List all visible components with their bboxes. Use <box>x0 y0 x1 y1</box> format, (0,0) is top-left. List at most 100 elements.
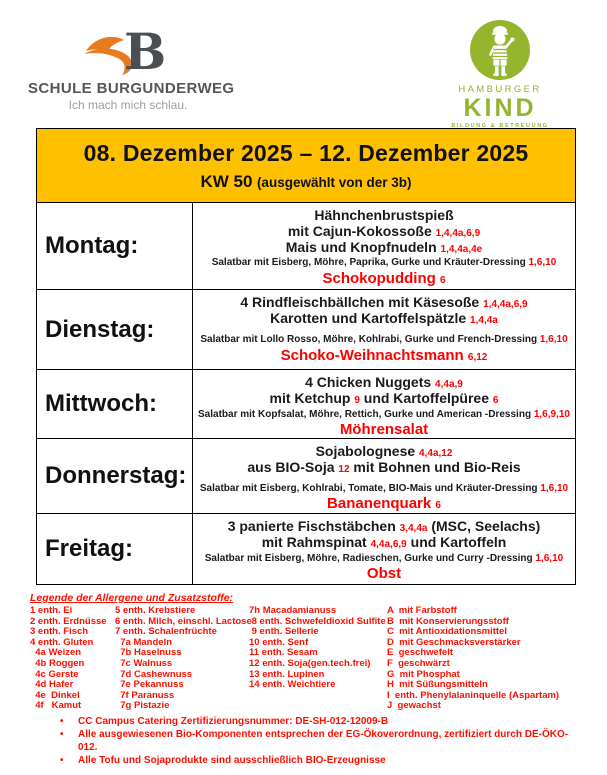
meal-text: Salatbar mit Lollo Rosso, Möhre, Kohlrab… <box>200 333 540 345</box>
meal-text: Sojabolognese <box>315 443 420 459</box>
legend-item: 7b Haselnuss <box>115 647 182 659</box>
meal-text: 3 panierte Fischstäbchen <box>227 518 400 534</box>
meal-text: Obst <box>366 564 402 582</box>
footnote-item: • Alle Tofu und Sojaprodukte sind ausschl… <box>36 754 581 767</box>
legend-item: 12 enth. Soja(gen.tech.frei) <box>249 657 371 669</box>
meal-cell: 3 panierte Fischstäbchen 3,4,4a (MSC, Se… <box>193 514 575 584</box>
kind-mascot-icon <box>470 20 530 80</box>
allergen-codes: 1,4,4a <box>470 314 498 326</box>
provider-logo: HAMBURGER KIND BILDUNG & BETREUUNG <box>441 20 559 129</box>
bullet-icon: • <box>60 755 64 766</box>
meal-text: mit Rahmspinat <box>261 533 371 550</box>
legend-item: 7e Pekannuss <box>115 679 184 691</box>
week-line: KW 50 (ausgewählt von der 3b) <box>201 172 412 192</box>
meal-text: mit Bohnen und Bio-Reis <box>349 458 521 475</box>
meal-text: und Kartoffeln <box>406 533 507 550</box>
allergen-codes: 1,4,4a,4e <box>440 243 483 255</box>
allergen-codes: 12 <box>338 463 350 475</box>
allergen-codes: 1,4,4a,6,9 <box>435 227 481 239</box>
menu-day-row: Freitag: 3 panierte Fischstäbchen 3,4,4a … <box>37 514 575 584</box>
salad-line: Salatbar mit Kopfsalat, Möhre, Rettich, … <box>197 409 571 420</box>
legend-item: 10 enth. Senf <box>249 636 309 648</box>
school-logo: B SCHULE BURGUNDERWEG Ich mach mich schl… <box>28 24 234 112</box>
meal-text: 4 Chicken Nuggets <box>305 374 436 390</box>
dessert-line: Bananenquark 6 <box>197 495 571 513</box>
day-label: Dienstag: <box>37 290 193 369</box>
main-line: Sojabolognese 4,4a,12 <box>197 443 571 460</box>
main-line: mit Cajun-Kokossoße 1,4,4a,6,9 <box>197 223 571 240</box>
day-label: Montag: <box>37 203 193 289</box>
meal-text: Karotten und Kartoffelspätzle <box>270 309 471 326</box>
salad-line: Salatbar mit Eisberg, Möhre, Radieschen,… <box>197 553 571 564</box>
legend-item: 2 enth. Erdnüsse <box>30 615 107 627</box>
salad-line: Salatbar mit Eisberg, Möhre, Paprika, Gu… <box>197 257 571 268</box>
legend-item: 4d Hafer <box>30 679 74 691</box>
menu-day-row: Montag: Hähnchenbrustspieß mit Cajun-Kokos… <box>37 203 575 290</box>
legend-item: 4e Dinkel <box>30 689 80 701</box>
dessert-line: Schokopudding 6 <box>197 270 571 288</box>
menu-table: 08. Dezember 2025 – 12. Dezember 2025 KW… <box>36 128 576 585</box>
footnote-item: • Alle ausgewiesenen Bio-Komponenten ents… <box>36 728 581 754</box>
meal-lines: Sojabolognese 4,4a,12 aus BIO-Soja 12 mit… <box>197 443 571 494</box>
meal-text: Möhrensalat <box>339 420 429 438</box>
allergen-codes: 1,6,10 <box>535 552 564 564</box>
legend-item: 14 enth. Weichtiere <box>249 679 336 691</box>
legend: Legende der Allergene und Zusatzstoffe: … <box>30 592 582 712</box>
allergen-codes: 1,4,4a,6,9 <box>483 299 528 310</box>
footnote-text: Alle Tofu und Sojaprodukte sind ausschli… <box>78 755 386 766</box>
legend-item: H mit Süßungsmitteln <box>387 679 488 691</box>
meal-lines: 4 Chicken Nuggets 4,4a,9 mit Ketchup 9 un… <box>197 374 571 420</box>
school-logo-letter: B <box>124 24 166 78</box>
allergen-codes: 6,12 <box>467 352 488 364</box>
allergen-codes: 3,4,4a <box>399 523 428 534</box>
menu-day-row: Mittwoch: 4 Chicken Nuggets 4,4a,9 mit Ket… <box>37 370 575 439</box>
legend-item: 4f Kamut <box>30 700 82 712</box>
footnotes: • CC Campus Catering Zertifizierungsnumme… <box>36 715 581 767</box>
day-label: Donnerstag: <box>37 439 193 513</box>
meal-cell: Sojabolognese 4,4a,12 aus BIO-Soja 12 mit… <box>193 439 575 513</box>
bullet-icon: • <box>60 729 64 740</box>
dessert-line: Obst <box>197 564 571 583</box>
footnote-text: CC Campus Catering Zertifizierungsnummer… <box>78 716 389 727</box>
main-line: 4 Chicken Nuggets 4,4a,9 <box>197 374 571 391</box>
meal-text: Salatbar mit Kopfsalat, Möhre, Rettich, … <box>198 408 534 420</box>
meal-text: Mais und Knopfnudeln <box>285 238 441 255</box>
allergen-codes: 6 <box>435 499 441 511</box>
meal-text: Salatbar mit Eisberg, Möhre, Paprika, Gu… <box>211 257 529 269</box>
legend-item: G mit Phosphat <box>387 668 460 680</box>
allergen-codes: 1,6,10 <box>539 333 568 345</box>
menu-rows: Montag: Hähnchenbrustspieß mit Cajun-Kokos… <box>37 203 575 584</box>
legend-item: D mit Geschmacksverstärker <box>387 636 521 648</box>
legend-item: 6 enth. Milch, einschl. Lactose <box>115 615 252 627</box>
main-line: aus BIO-Soja 12 mit Bohnen und Bio-Reis <box>197 458 571 476</box>
legend-item: 9 enth. Sellerie <box>249 626 319 638</box>
footnote-text: Alle ausgewiesenen Bio-Komponenten entsp… <box>78 729 569 753</box>
meal-text: Hähnchenbrustspieß <box>314 207 454 223</box>
legend-title: Legende der Allergene und Zusatzstoffe: <box>30 592 234 604</box>
main-line: mit Ketchup 9 und Kartoffelpüree 6 <box>197 390 571 407</box>
menu-day-row: Donnerstag: Sojabolognese 4,4a,12 aus BIO-… <box>37 439 575 514</box>
meal-text: Salatbar mit Eisberg, Kohlrabi, Tomate, … <box>199 482 541 494</box>
meal-text: 4 Rindfleischbällchen mit Käsesoße <box>240 294 484 310</box>
main-line: mit Rahmspinat 4,4a,6,9 und Kartoffeln <box>197 533 571 551</box>
legend-column: 1 enth. Ei 2 enth. Erdnüsse 3 enth. Fisch 4… <box>30 605 115 712</box>
allergen-codes: 9 <box>354 394 360 406</box>
meal-lines: Hähnchenbrustspieß mit Cajun-Kokossoße 1,… <box>197 207 571 269</box>
school-tagline: Ich mach mich schlau. <box>68 98 188 112</box>
legend-item: B mit Konservierungsstoff <box>387 615 509 627</box>
allergen-codes: 4,4a,12 <box>419 448 453 459</box>
school-fox-logo-icon: B <box>84 24 166 78</box>
allergen-codes: 6 <box>492 394 499 406</box>
legend-item: 8 enth. Schwefeldioxid Sulfite <box>249 615 386 627</box>
legend-item: 11 enth. Sesam <box>249 647 318 659</box>
meal-cell: Hähnchenbrustspieß mit Cajun-Kokossoße 1,… <box>193 203 575 289</box>
legend-item: 4 enth. Gluten <box>30 636 94 648</box>
meal-text: Salatbar mit Eisberg, Möhre, Radieschen,… <box>204 552 536 564</box>
meal-lines: 3 panierte Fischstäbchen 3,4,4a (MSC, Se… <box>197 518 571 564</box>
date-range: 08. Dezember 2025 – 12. Dezember 2025 <box>83 139 529 166</box>
legend-column: 5 enth. Krebstiere 6 enth. Milch, einschl… <box>115 605 252 712</box>
provider-name-main: KIND <box>463 94 537 122</box>
legend-item: 7f Paranuss <box>115 689 175 701</box>
legend-item: 7 enth. Schalenfrüchte <box>115 626 217 638</box>
